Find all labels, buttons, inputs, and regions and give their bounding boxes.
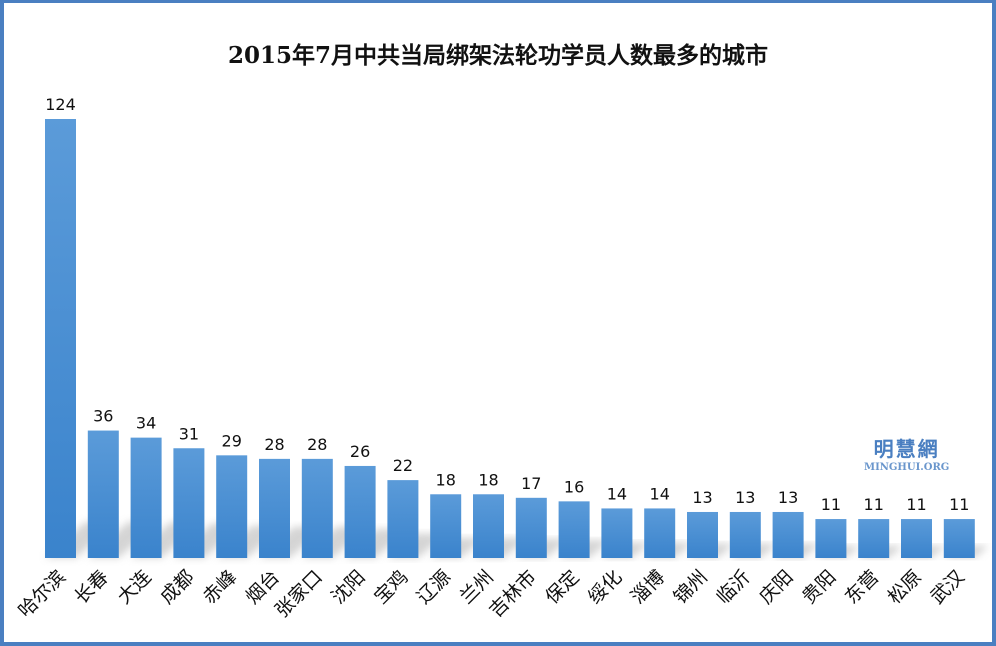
bar-锦州 (687, 511, 718, 558)
bar-淄博 (644, 508, 676, 558)
bar-成都 (173, 448, 205, 558)
category-label: 淄博 (627, 566, 669, 608)
data-label: 14 (607, 484, 627, 503)
category-label: 赤峰 (199, 566, 241, 608)
category-label: 锦州 (670, 566, 712, 608)
data-label: 18 (478, 470, 498, 489)
bar-辽源 (430, 494, 462, 558)
minghui-logo: 明慧網 MINGHUI.ORG (864, 433, 949, 473)
bar-张家口 (301, 458, 333, 558)
category-label: 贵阳 (798, 566, 840, 608)
data-label: 13 (735, 488, 755, 507)
bar-哈尔滨 (45, 119, 76, 558)
logo-en: MINGHUI.ORG (864, 462, 950, 473)
bar-烟台 (259, 458, 290, 558)
bar-绥化 (601, 508, 633, 558)
data-label: 16 (564, 477, 584, 496)
bar-保定 (558, 501, 590, 558)
category-label: 绥化 (584, 566, 626, 608)
category-label: 沈阳 (327, 566, 369, 608)
bar-赤峰 (216, 455, 248, 558)
category-label: 临沂 (712, 566, 754, 608)
category-label: 松原 (884, 566, 926, 608)
chart-title: 2015年7月中共当局绑架法轮功学员人数最多的城市 (228, 42, 768, 69)
bar-庆阳 (772, 511, 804, 558)
bar-大连 (130, 437, 162, 558)
bar-宝鸡 (387, 480, 419, 558)
data-label: 13 (778, 488, 798, 507)
data-label: 14 (650, 484, 670, 503)
data-label: 29 (222, 431, 242, 450)
data-label: 26 (350, 442, 370, 461)
category-label: 成都 (156, 566, 198, 608)
data-label: 11 (949, 495, 969, 514)
category-label: 东营 (841, 566, 883, 608)
data-label: 28 (264, 435, 284, 454)
bar-兰州 (473, 494, 504, 558)
bar-沈阳 (344, 465, 376, 558)
category-label: 庆阳 (755, 566, 797, 608)
category-label: 辽源 (413, 566, 455, 608)
data-label: 17 (521, 474, 541, 493)
bar-吉林市 (515, 497, 547, 558)
category-label: 吉林市 (485, 566, 541, 622)
bar-长春 (87, 430, 119, 558)
category-label: 宝鸡 (370, 566, 412, 608)
data-label: 13 (692, 488, 712, 507)
category-label: 保定 (541, 566, 583, 608)
data-label: 31 (179, 424, 199, 443)
data-label: 11 (906, 495, 926, 514)
bar-武汉 (943, 519, 975, 558)
data-label: 11 (821, 495, 841, 514)
data-label: 22 (393, 456, 413, 475)
category-label: 张家口 (271, 566, 327, 622)
category-label: 大连 (113, 566, 155, 608)
bar-贵阳 (815, 519, 847, 558)
category-label: 哈尔滨 (14, 566, 70, 622)
data-label: 36 (93, 407, 113, 426)
bar-东营 (858, 519, 890, 558)
data-label: 28 (307, 435, 327, 454)
logo-cn: 明慧網 (873, 437, 940, 461)
category-label: 武汉 (926, 566, 968, 608)
data-label: 11 (864, 495, 884, 514)
bar-临沂 (729, 511, 761, 558)
bar-松原 (901, 519, 932, 558)
data-label: 18 (436, 470, 456, 489)
data-label: 34 (136, 414, 156, 433)
data-label: 124 (45, 95, 76, 114)
category-label: 长春 (70, 566, 112, 608)
